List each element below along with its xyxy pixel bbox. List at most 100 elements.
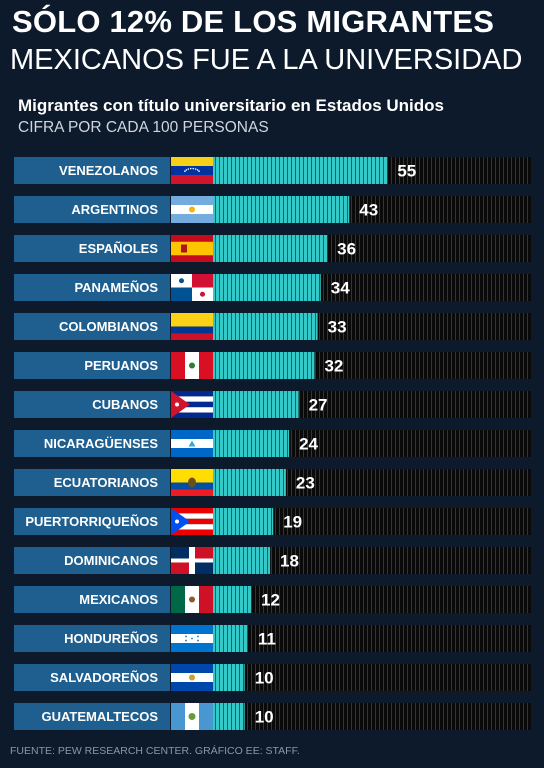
category-label-bg	[14, 313, 170, 340]
category-label: GUATEMALTECOS	[41, 709, 158, 724]
bar	[213, 586, 252, 613]
bar	[213, 274, 321, 301]
bar-track	[213, 703, 531, 730]
category-label: CUBANOS	[92, 397, 158, 412]
headline-line-2: MEXICANOS FUE A LA UNIVERSIDAD	[10, 44, 523, 76]
category-label-bg	[14, 625, 170, 652]
bar	[213, 391, 299, 418]
cuba-flag-icon	[171, 391, 213, 418]
data-label: 32	[324, 357, 343, 376]
category-label-bg	[14, 547, 170, 574]
chart-title: Migrantes con título universitario en Es…	[18, 96, 445, 115]
category-label-bg	[14, 196, 170, 223]
category-label: DOMINICANOS	[64, 553, 158, 568]
category-label-bg	[14, 469, 170, 496]
el-salvador-flag-icon	[171, 664, 213, 691]
data-label: 33	[328, 318, 347, 337]
ecuador-flag-icon	[171, 469, 213, 496]
venezuela-flag-icon	[171, 157, 213, 184]
bar-track	[213, 625, 531, 652]
category-label: PERUANOS	[84, 358, 158, 373]
bar-row: SALVADOREÑOS 10	[14, 664, 531, 691]
bar-row: DOMINICANOS 18	[14, 547, 531, 574]
bar-row: PUERTORRIQUEÑOS 19	[14, 508, 531, 535]
peru-flag-icon	[171, 352, 213, 379]
data-label: 10	[255, 708, 274, 727]
bar-row: ESPAÑOLES 36	[14, 235, 531, 262]
bar-row: ARGENTINOS 43	[14, 196, 531, 223]
headline-line-1: SÓLO 12% DE LOS MIGRANTES	[12, 4, 495, 39]
category-label-bg	[14, 508, 170, 535]
dominican-republic-flag-icon	[171, 547, 213, 574]
bar-row: HONDUREÑOS 11	[14, 625, 531, 652]
data-label: 23	[296, 474, 315, 493]
bar-row: ECUATORIANOS 23	[14, 469, 531, 496]
category-label-bg	[14, 274, 170, 301]
guatemala-flag-icon	[171, 703, 213, 730]
category-label-bg	[14, 430, 170, 457]
data-label: 12	[261, 591, 280, 610]
data-label: 11	[258, 630, 276, 649]
data-label: 36	[337, 240, 356, 259]
data-label: 18	[280, 552, 299, 571]
data-label: 10	[255, 669, 274, 688]
bar	[213, 235, 328, 262]
bar-row: NICARAGÜENSES 24	[14, 430, 531, 457]
category-label-bg	[14, 235, 170, 262]
category-label: ESPAÑOLES	[79, 241, 159, 256]
category-label-bg	[14, 586, 170, 613]
data-label: 43	[359, 201, 378, 220]
bar	[213, 196, 350, 223]
category-label: PANAMEÑOS	[74, 280, 158, 295]
category-label-bg	[14, 391, 170, 418]
argentina-flag-icon	[171, 196, 213, 223]
bar	[213, 430, 290, 457]
category-label-bg	[14, 157, 170, 184]
bar-row: CUBANOS 27	[14, 391, 531, 418]
category-label: ECUATORIANOS	[54, 475, 159, 490]
category-label: SALVADOREÑOS	[50, 670, 158, 685]
puerto-rico-flag-icon	[171, 508, 213, 535]
honduras-flag-icon	[171, 625, 213, 652]
data-label: 27	[309, 396, 328, 415]
source-footer: FUENTE: PEW RESEARCH CENTER. GRÁFICO EE:…	[10, 745, 300, 757]
bar	[213, 703, 245, 730]
bar-track	[213, 664, 531, 691]
bar	[213, 352, 315, 379]
colombia-flag-icon	[171, 313, 213, 340]
bar	[213, 157, 388, 184]
bar	[213, 625, 248, 652]
bar	[213, 508, 274, 535]
category-label-bg	[14, 703, 170, 730]
bar	[213, 313, 318, 340]
category-label: COLOMBIANOS	[59, 319, 158, 334]
panama-flag-icon	[171, 274, 213, 301]
spain-flag-icon	[171, 235, 213, 262]
bar-row: PANAMEÑOS 34	[14, 274, 531, 301]
category-label: ARGENTINOS	[71, 202, 158, 217]
bar-row: MEXICANOS 12	[14, 586, 531, 613]
bar-row: COLOMBIANOS 33	[14, 313, 531, 340]
data-label: 34	[331, 279, 350, 298]
chart-subtitle: CIFRA POR CADA 100 PERSONAS	[18, 119, 269, 136]
data-label: 24	[299, 435, 318, 454]
bar	[213, 664, 245, 691]
category-label: NICARAGÜENSES	[44, 436, 158, 451]
category-label: PUERTORRIQUEÑOS	[25, 514, 158, 529]
data-label: 19	[283, 513, 302, 532]
bar-row: PERUANOS 32	[14, 352, 531, 379]
bar-track	[213, 586, 531, 613]
bar-row: VENEZOLANOS 55	[14, 157, 531, 184]
category-label: MEXICANOS	[79, 592, 158, 607]
category-label: VENEZOLANOS	[59, 163, 158, 178]
mexico-flag-icon	[171, 586, 213, 613]
nicaragua-flag-icon	[171, 430, 213, 457]
category-label: HONDUREÑOS	[64, 631, 158, 646]
bar	[213, 469, 286, 496]
category-label-bg	[14, 664, 170, 691]
data-label: 55	[397, 162, 416, 181]
bar-row: GUATEMALTECOS 10	[14, 703, 531, 730]
bar	[213, 547, 271, 574]
category-label-bg	[14, 352, 170, 379]
